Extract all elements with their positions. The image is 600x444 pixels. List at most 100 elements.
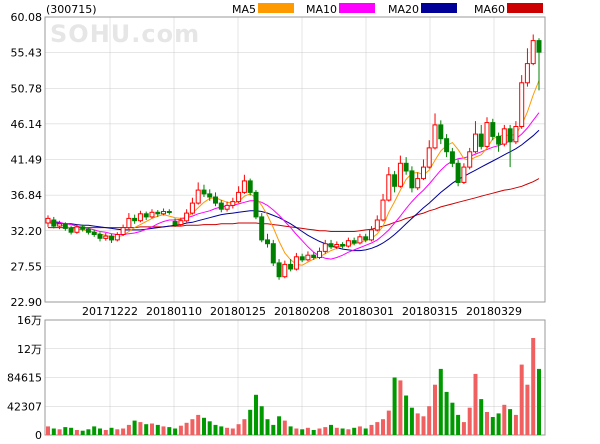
volume-bar (433, 384, 437, 435)
volume-bar (109, 427, 114, 435)
volume-bar (404, 395, 409, 435)
candle-up (178, 220, 184, 225)
candle-up (189, 202, 195, 214)
volume-bar (259, 406, 264, 436)
legend: MA5 MA10 MA20 MA60 (232, 3, 543, 16)
candle-up (322, 243, 328, 252)
volume-bar (427, 406, 432, 436)
volume-bar (219, 426, 224, 435)
legend-ma20-label: MA20 (388, 3, 419, 16)
volume-bar (334, 427, 339, 435)
volume-bar (213, 424, 218, 435)
volume-bar (161, 426, 166, 435)
candle-up (524, 63, 530, 84)
candle-up (236, 191, 242, 203)
volume-bar (438, 368, 443, 435)
candle-up (334, 244, 340, 248)
volume-bar (485, 412, 489, 435)
volume-bar (155, 424, 160, 435)
volume-tick-label: 42307 (7, 400, 42, 413)
volume-bar (51, 428, 56, 435)
candle-up (126, 217, 132, 229)
candle-down (247, 180, 253, 193)
candle-up (184, 212, 190, 222)
candle-down (85, 228, 91, 233)
candle-up (530, 40, 536, 65)
candle-up (386, 174, 392, 201)
candle-down (311, 254, 317, 258)
price-tick-label: 46.14 (11, 118, 43, 131)
volume-bar (398, 380, 403, 435)
volume-bar (196, 414, 201, 435)
axes: 60.08 55.43 50.78 46.14 41.49 36.84 32.20 27.55… (7, 11, 546, 442)
ma60-line (48, 178, 540, 232)
volume-bar (531, 338, 536, 435)
candle-down (288, 263, 294, 270)
volume-bar (184, 422, 189, 435)
legend-ma5-label: MA5 (232, 3, 256, 16)
candle-down (132, 217, 138, 222)
candle-up (397, 162, 403, 187)
grid (45, 17, 545, 435)
candle-down (392, 174, 398, 187)
volume-bar (288, 426, 293, 435)
candle-up (513, 126, 519, 143)
volume-bar (409, 407, 414, 435)
date-tick-label: 20180329 (466, 305, 522, 318)
volume-bar (363, 428, 368, 435)
date-tick-label: 20180125 (210, 305, 266, 318)
volume-bar (300, 429, 305, 436)
price-tick-label: 27.55 (11, 260, 43, 273)
candle-up (415, 178, 421, 189)
candle-up (120, 227, 126, 236)
candle-down (340, 244, 346, 247)
candle-down (449, 151, 455, 164)
candle-up (195, 189, 201, 204)
volume-bar (490, 417, 495, 435)
candle-down (299, 256, 305, 261)
volume-bar (311, 430, 316, 435)
volume-bar (525, 384, 530, 435)
candle-up (473, 133, 478, 153)
volume-bar (132, 420, 137, 435)
volume-bar (173, 428, 178, 435)
volume-bar (357, 426, 362, 435)
candle-down (270, 243, 276, 264)
candle-down (444, 138, 450, 153)
volume-bar (461, 422, 466, 435)
candle-down (143, 213, 149, 218)
candle-down (62, 223, 68, 229)
candle-down (253, 191, 259, 218)
volume-bar (167, 427, 172, 435)
volume-bar (352, 427, 357, 435)
volume-bar (254, 394, 258, 436)
volume-bar (63, 427, 68, 435)
candle-down (328, 243, 334, 248)
volume-bar (126, 424, 131, 435)
volume-bar (57, 429, 62, 436)
candle-up (137, 213, 143, 222)
volume-bar (381, 419, 385, 435)
candle-down (109, 235, 114, 241)
candle-down (172, 221, 178, 226)
candle-up (161, 211, 166, 215)
volume-bar (178, 425, 183, 435)
candle-down (259, 216, 265, 241)
volume-tick-label: 0 (35, 429, 42, 440)
legend-ma60-swatch (507, 3, 543, 13)
volume-bar (190, 419, 195, 435)
price-tick-label: 32.20 (11, 225, 43, 238)
candle-up (149, 211, 155, 218)
candle-up (467, 151, 473, 168)
volume-bar (415, 413, 420, 435)
candle-up (293, 256, 299, 270)
volume-bar (513, 414, 518, 435)
candle-down (403, 162, 409, 172)
candle-up (426, 147, 432, 168)
candle-down (265, 239, 270, 245)
volume-bar (271, 424, 276, 435)
volume-bar (144, 424, 149, 435)
legend-ma20-swatch (421, 3, 457, 13)
volume-bar (86, 429, 91, 436)
volume-bar (467, 407, 472, 435)
